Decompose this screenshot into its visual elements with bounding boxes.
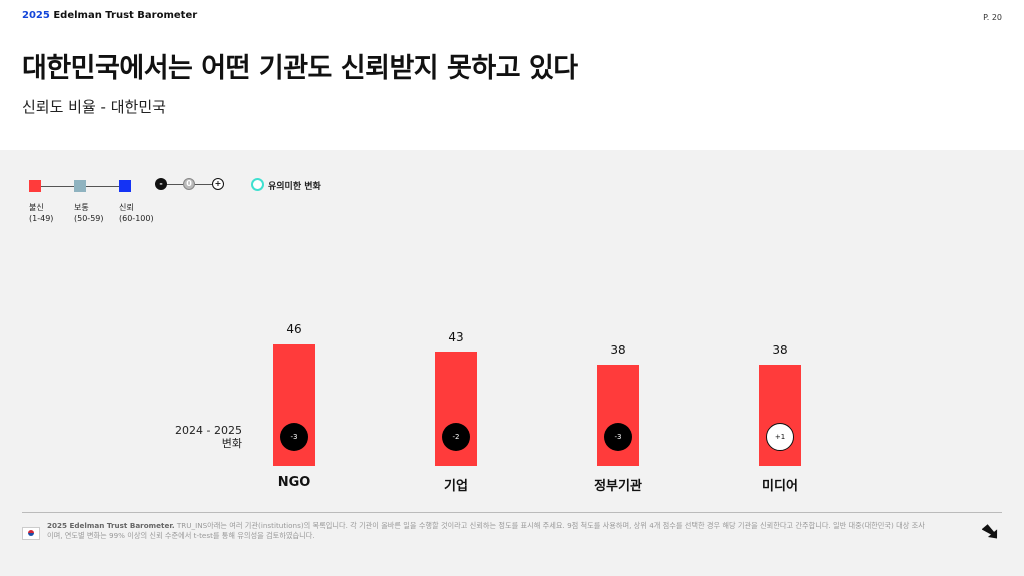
legend-neutral-swatch [74,180,86,192]
legend-distrust-label: 불신 (1-49) [29,203,54,223]
change-badge: -3 [280,423,308,451]
legend-distrust-swatch [29,180,41,192]
change-badge: +1 [766,423,794,451]
category-label: NGO [277,475,311,490]
legend-neutral-label: 보통 (50-59) [74,203,104,223]
next-arrow-icon[interactable] [982,521,1002,541]
bar-value-label: 38 [610,343,626,358]
category-label: 정부기관 [594,479,642,494]
change-row-label: 2024 - 2025 변화 [175,424,242,450]
bar-value-label: 38 [772,343,788,358]
category-label: 기업 [444,479,468,494]
footer-divider [22,512,1002,513]
legend-trust-swatch [119,180,131,192]
page-title: 대한민국에서는 어떤 기관도 신뢰받지 못하고 있다 [22,53,578,84]
category-label: 미디어 [762,479,798,494]
bar-value-label: 46 [286,322,302,337]
korea-flag-icon [22,527,40,540]
change-zero-dot: 0 [183,178,195,190]
significant-change-icon [251,178,264,191]
bar-value-label: 43 [448,330,464,345]
change-minus-dot: - [155,178,167,190]
legend-trust-label: 신뢰 (60-100) [119,203,154,223]
page-number: P. 20 [983,13,1002,22]
significant-change-label: 유의미한 변화 [268,182,321,192]
page-subtitle: 신뢰도 비율 - 대한민국 [22,98,166,116]
header-area [0,0,1024,150]
chart-panel [0,150,1024,576]
footer-source-note: 2025 Edelman Trust Barometer. TRU_INS아래는… [47,521,925,540]
brand-logo: 2025 Edelman Trust Barometer [22,10,198,21]
change-plus-dot: + [212,178,224,190]
change-badge: -2 [442,423,470,451]
change-badge: -3 [604,423,632,451]
